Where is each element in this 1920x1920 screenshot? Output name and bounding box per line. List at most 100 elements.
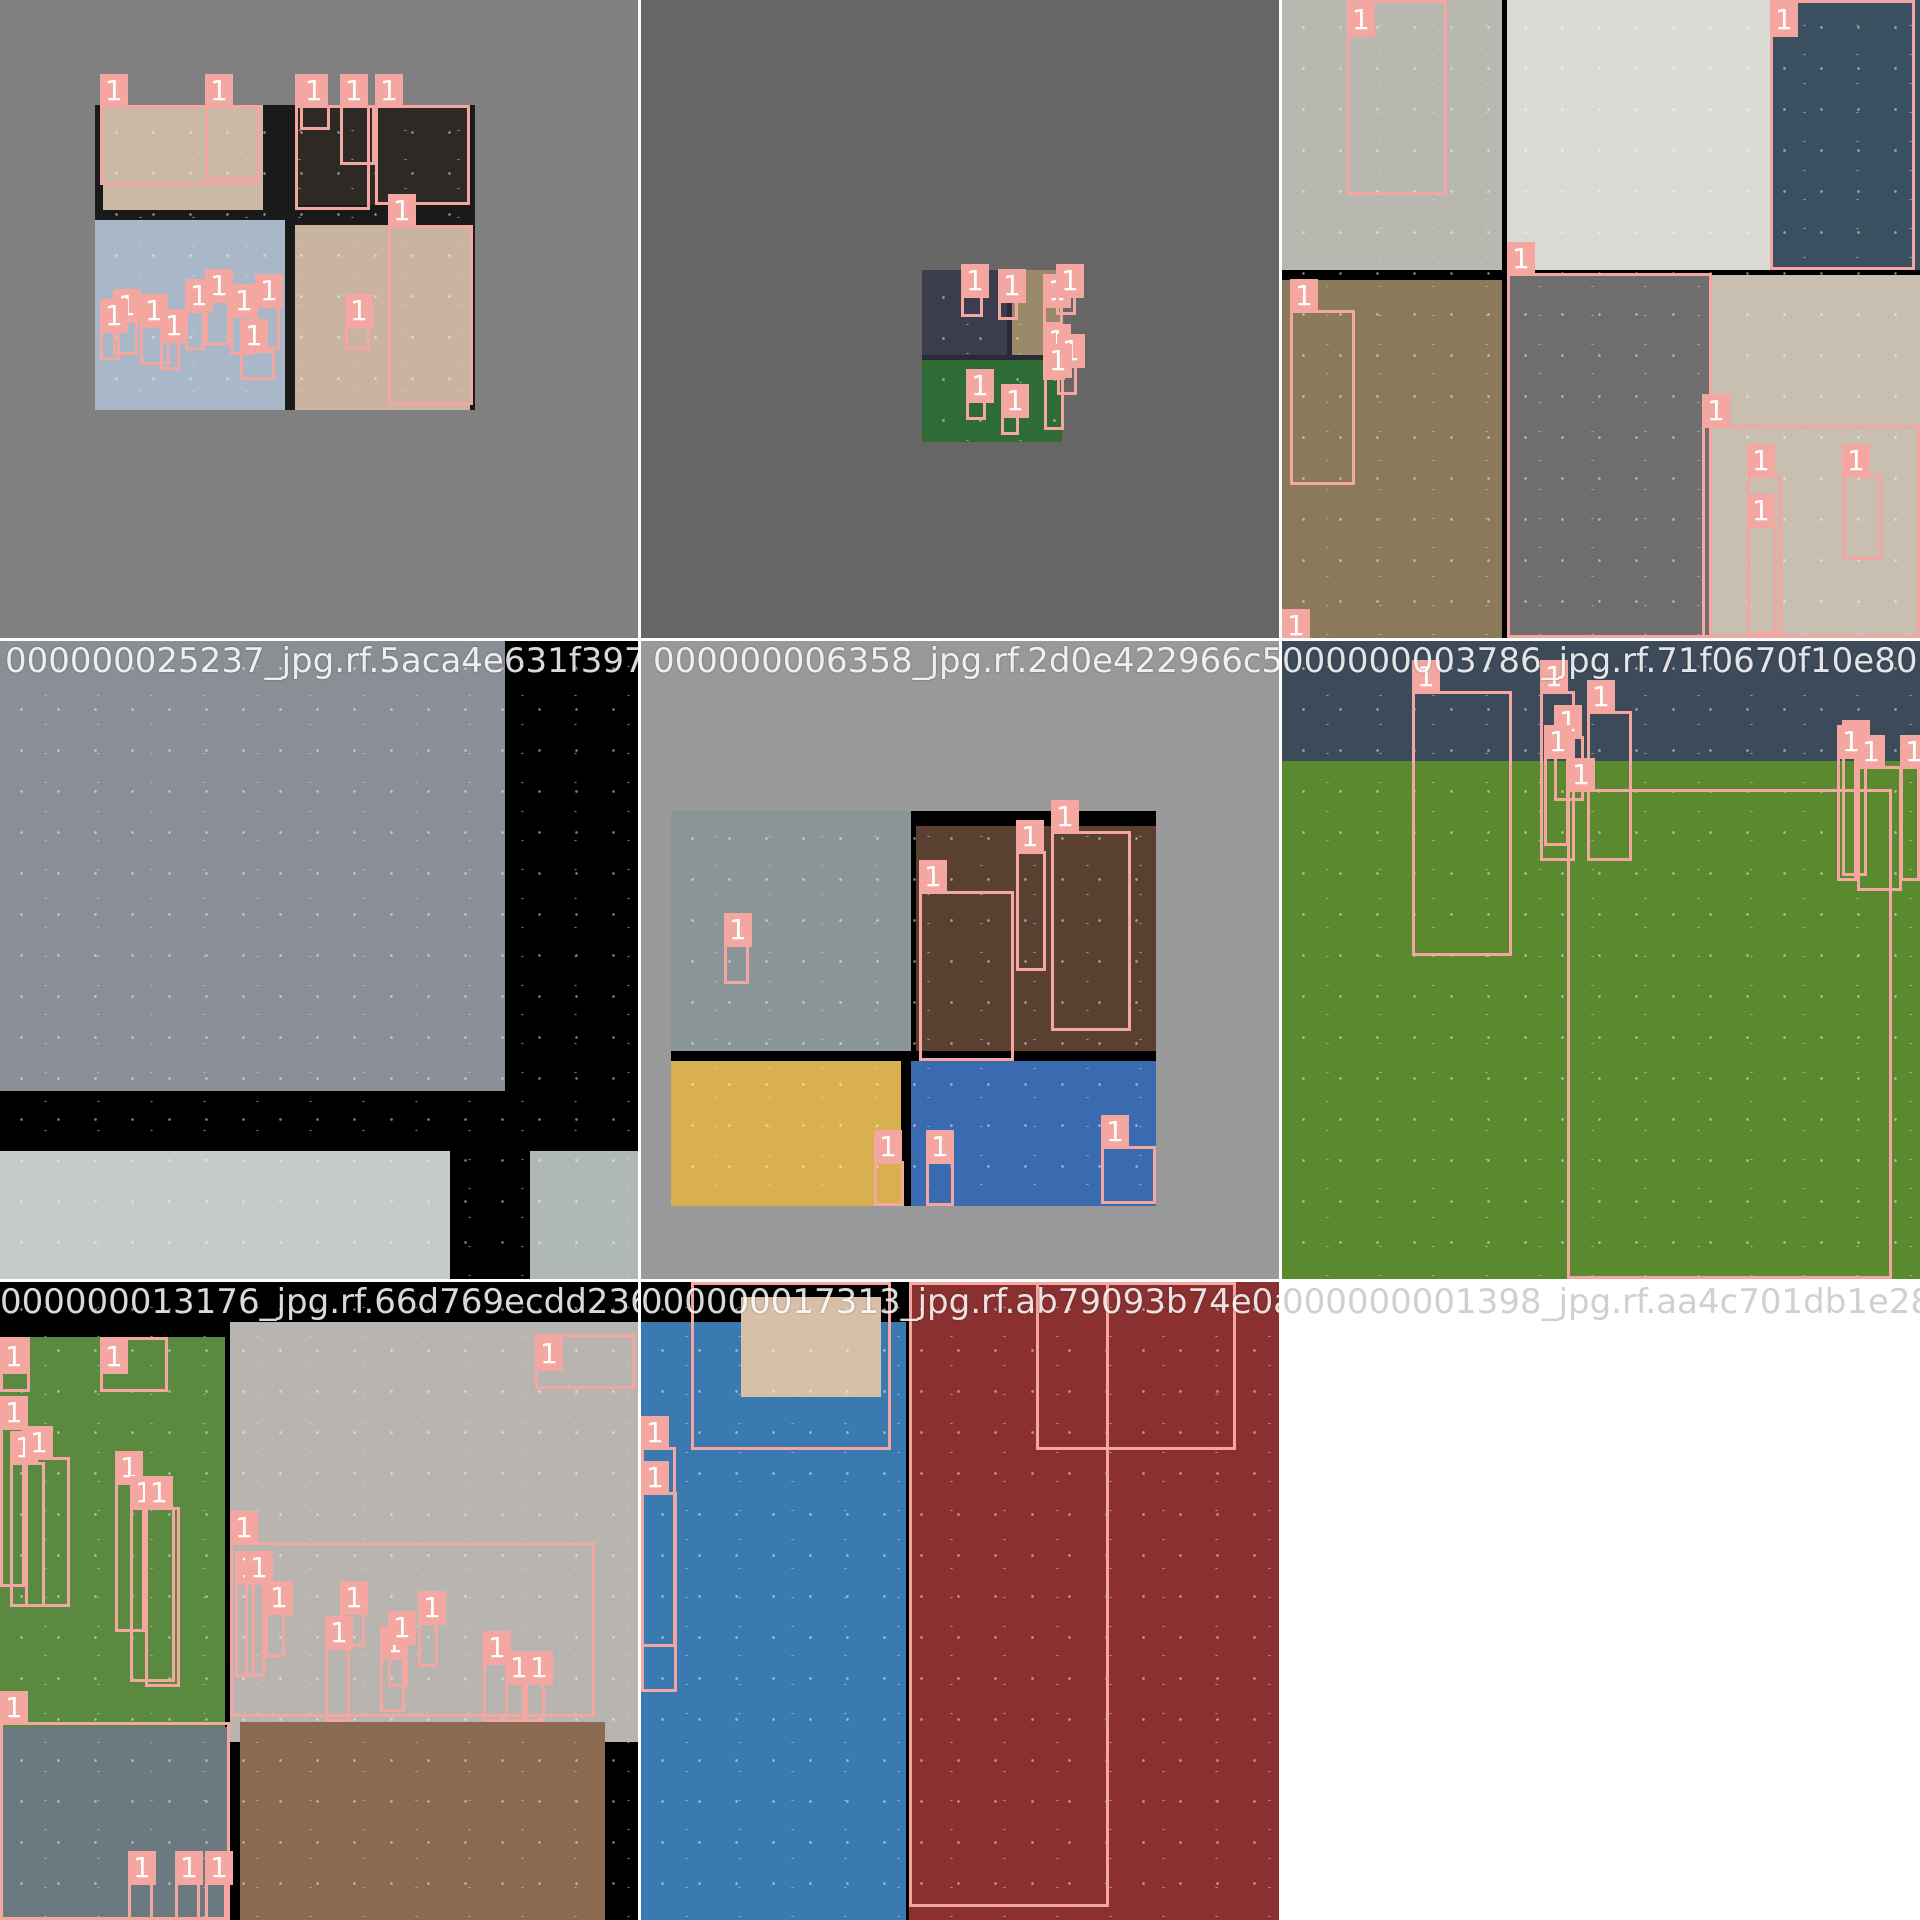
bbox: 1 xyxy=(25,1426,70,1607)
bbox-label: 1 xyxy=(1540,660,1568,694)
bbox: 1 xyxy=(1044,344,1072,430)
tile-filename: 000000001398_jpg.rf.aa4c701db1e28 xyxy=(1282,1282,1920,1322)
bbox-label: 1 xyxy=(0,1340,28,1374)
bbox-label: 1 xyxy=(0,1691,28,1725)
mosaic-photo xyxy=(95,105,475,410)
tile-filename: 000000013176_jpg.rf.66d769ecdd2366 xyxy=(0,1282,638,1322)
bbox: 1 xyxy=(300,74,330,130)
bbox-label: 1 xyxy=(1282,609,1310,638)
mosaic-tile-4: 000000025237_jpg.rf.5aca4e631f397f6050f xyxy=(0,641,638,1279)
bbox-label: 1 xyxy=(340,74,368,108)
bbox: 1 xyxy=(1036,1282,1236,1450)
mosaic-photo xyxy=(922,270,1062,442)
bbox: 1 xyxy=(185,279,213,350)
bbox-label: 1 xyxy=(245,1551,273,1585)
bbox-label: 1 xyxy=(100,1340,128,1374)
bbox: 1 xyxy=(340,74,375,165)
bbox-label: 1 xyxy=(205,269,233,303)
bbox-label: 1 xyxy=(300,74,328,108)
bbox: 1 xyxy=(128,1851,156,1920)
bbox-label: 1 xyxy=(1044,344,1072,378)
bbox-label: 1 xyxy=(1747,494,1775,528)
bbox: 1 xyxy=(388,1611,416,1687)
bbox: 1 xyxy=(926,1130,954,1206)
bbox: 1 xyxy=(205,74,260,180)
noise-overlay xyxy=(0,1282,638,1920)
bbox-label: 1 xyxy=(128,1851,156,1885)
bbox: 1 xyxy=(265,1581,293,1657)
bbox-label: 1 xyxy=(100,299,128,333)
bbox: 1 xyxy=(1544,725,1572,846)
bbox-label: 1 xyxy=(1857,735,1885,769)
bbox-label: 1 xyxy=(205,74,233,108)
bbox: 1 xyxy=(505,1651,533,1722)
bbox: 1 xyxy=(961,264,989,317)
bbox-label: 1 xyxy=(1747,444,1775,478)
mosaic-tile-8: 1 1 1 1 1 000000017313_jpg.rf.ab79093b74… xyxy=(641,1282,1279,1920)
bbox-label: 1 xyxy=(145,1476,173,1510)
bbox-label: 1 xyxy=(641,1416,669,1450)
bbox-label: 1 xyxy=(909,1282,937,1285)
bbox-label: 1 xyxy=(1290,279,1318,313)
bbox-label: 1 xyxy=(1587,680,1615,714)
bbox-label: 1 xyxy=(205,1851,233,1885)
bbox-label: 1 xyxy=(1056,264,1084,298)
bbox: 1 xyxy=(240,319,275,380)
noise-overlay xyxy=(1282,641,1920,1279)
bbox: 1 xyxy=(641,1461,677,1692)
bbox-label: 1 xyxy=(1347,3,1375,37)
bbox-label: 1 xyxy=(919,860,947,894)
bbox-label: 1 xyxy=(1770,3,1798,37)
bbox: 1 xyxy=(909,1282,1109,1907)
bbox: 1 xyxy=(1837,725,1865,881)
bbox: 1 xyxy=(175,1851,203,1920)
bbox-label: 1 xyxy=(325,1616,353,1650)
bbox: 1 xyxy=(724,913,752,984)
bbox-label: 1 xyxy=(1544,725,1572,759)
bbox-label: 1 xyxy=(1842,444,1870,478)
bbox: 1 xyxy=(1567,758,1892,1279)
bbox-label: 1 xyxy=(1567,758,1595,792)
noise-overlay xyxy=(641,1282,1279,1920)
bbox-label: 1 xyxy=(160,309,188,343)
bbox-label: 1 xyxy=(345,294,373,328)
bbox: 1 xyxy=(525,1651,553,1722)
bbox: 1 xyxy=(100,299,128,360)
bbox: 1 xyxy=(100,1337,168,1392)
bbox-label: 1 xyxy=(0,1396,28,1430)
bbox-label: 1 xyxy=(230,1511,258,1545)
mosaic-tile-3: 1 1 1 1 1 1 1 1 1 xyxy=(1282,0,1920,638)
bbox-label: 1 xyxy=(998,269,1026,303)
bbox: 1 xyxy=(1857,735,1902,891)
bbox: 1 xyxy=(919,860,1014,1061)
bbox: 1 xyxy=(1016,820,1046,971)
bbox-label: 1 xyxy=(966,369,994,403)
bbox: 1 xyxy=(230,1511,595,1717)
bbox: 1 xyxy=(1347,0,1447,195)
bbox: 1 xyxy=(691,1282,891,1450)
bbox-label: 1 xyxy=(1837,725,1865,759)
bbox-label: 1 xyxy=(388,194,416,228)
bbox: 1 xyxy=(874,1130,904,1206)
bbox-label: 1 xyxy=(265,1581,293,1615)
bbox-label: 1 xyxy=(25,1426,53,1460)
bbox: 1 xyxy=(205,269,233,345)
bbox-label: 1 xyxy=(535,1337,563,1371)
noise-overlay xyxy=(0,641,638,1279)
bbox: 1 xyxy=(0,1691,230,1920)
tile-filename: 000000025237_jpg.rf.5aca4e631f397f6050f xyxy=(5,641,638,681)
bbox: 1 xyxy=(1842,444,1882,560)
bbox: 1 xyxy=(245,1551,273,1677)
bbox-label: 1 xyxy=(1702,394,1730,428)
bbox-label: 1 xyxy=(1036,1282,1064,1285)
bbox-label: 1 xyxy=(230,284,258,318)
bbox: 1 xyxy=(1900,735,1920,881)
bbox: 1 xyxy=(345,294,373,350)
bbox: 1 xyxy=(535,1334,635,1389)
bbox-label: 1 xyxy=(874,1130,902,1164)
bbox: 1 xyxy=(1770,0,1915,270)
bbox: 1 xyxy=(1747,444,1782,635)
bbox: 1 xyxy=(388,194,473,405)
bbox: 1 xyxy=(145,1476,180,1687)
